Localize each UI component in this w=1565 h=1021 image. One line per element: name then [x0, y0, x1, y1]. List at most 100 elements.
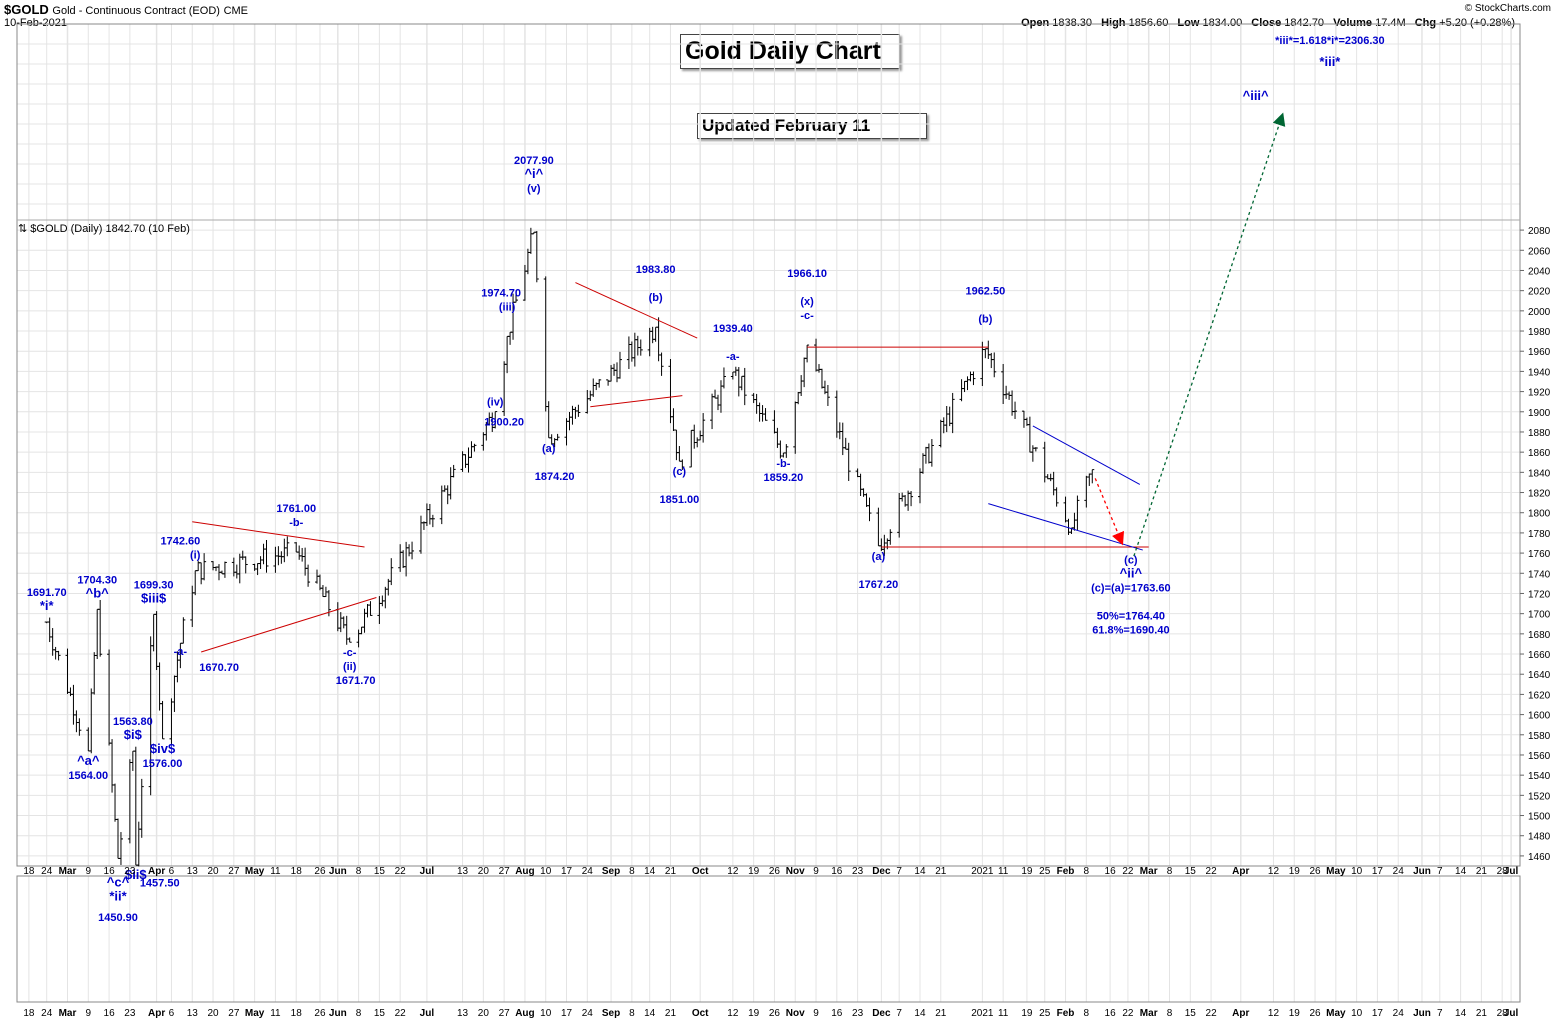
- symbol-description: Gold - Continuous Contract (EOD): [52, 5, 220, 17]
- trendline-red: [192, 521, 365, 548]
- wave-label: 1691.70: [27, 587, 67, 599]
- x-tick-label: 7: [1437, 866, 1443, 877]
- main-panel-frame: [16, 23, 1521, 867]
- wave-label: 1670.70: [199, 662, 239, 674]
- wave-label: $i$: [124, 727, 143, 742]
- x-tick-label: Mar: [59, 1008, 77, 1019]
- wave-label: (b): [978, 314, 992, 326]
- y-tick-label: 1820: [1528, 489, 1551, 500]
- x-tick-label: 2021: [971, 1008, 994, 1019]
- x-tick-label: May: [1326, 1008, 1346, 1019]
- y-tick-label: 2000: [1528, 307, 1551, 318]
- wave-label: (c)=(a)=1763.60: [1091, 582, 1171, 594]
- y-tick-label: 1460: [1528, 852, 1551, 863]
- wave-annotations: 1691.70*i* ^a^ 1564.00 1704.30^b^ 1563.80$i$…: [27, 35, 1385, 924]
- x-tick-label: Dec: [872, 1008, 891, 1019]
- wave-label: 1671.70: [336, 675, 376, 687]
- x-tick-label: 18: [291, 1008, 303, 1019]
- y-tick-label: 1640: [1528, 670, 1551, 681]
- wave-label: (b): [649, 292, 663, 304]
- x-tick-label: Jul: [1504, 866, 1519, 877]
- wave-label: $iv$: [150, 741, 176, 756]
- x-tick-label: 23: [852, 1008, 864, 1019]
- chart-axes: 1460148015001520154015601580160016201640…: [23, 226, 1550, 1019]
- x-tick-label: 16: [1105, 866, 1117, 877]
- x-tick-label: 12: [1268, 866, 1280, 877]
- wave-label: 1859.20: [763, 472, 803, 484]
- x-tick-label: 8: [1084, 866, 1090, 877]
- wave-label: (ii): [343, 661, 357, 673]
- wave-label: 1974.70: [481, 287, 521, 299]
- y-tick-label: 1900: [1528, 408, 1551, 419]
- x-tick-label: 19: [748, 866, 760, 877]
- x-tick-label: 15: [374, 866, 386, 877]
- chart-frames: [16, 23, 1521, 1003]
- wave-label: (c): [673, 466, 687, 478]
- x-tick-label: Jul: [1504, 1008, 1519, 1019]
- y-tick-label: 1600: [1528, 711, 1551, 722]
- x-tick-label: 27: [499, 1008, 511, 1019]
- x-tick-label: Apr: [148, 1008, 165, 1019]
- wave-label: (a): [872, 551, 886, 563]
- y-tick-label: 1700: [1528, 610, 1551, 621]
- ohlc-value-high: 1856.60: [1125, 17, 1172, 29]
- chart-title-box: Gold Daily Chart: [680, 34, 900, 69]
- x-tick-label: 22: [1122, 1008, 1134, 1019]
- x-tick-label: 24: [41, 866, 53, 877]
- x-tick-label: 9: [813, 1008, 819, 1019]
- x-tick-label: May: [245, 1008, 265, 1019]
- x-tick-label: 8: [629, 866, 635, 877]
- wave-label: 1761.00: [276, 503, 316, 515]
- x-tick-label: Jul: [420, 1008, 435, 1019]
- x-tick-label: 13: [457, 1008, 469, 1019]
- x-tick-label: 21: [1476, 866, 1488, 877]
- x-tick-label: 10: [540, 1008, 552, 1019]
- x-tick-label: 23: [852, 866, 864, 877]
- x-tick-label: 6: [169, 866, 175, 877]
- symbol-header: $GOLD Gold - Continuous Contract (EOD) C…: [4, 2, 248, 17]
- y-tick-label: 2040: [1528, 266, 1551, 277]
- x-tick-label: 19: [1021, 866, 1033, 877]
- y-tick-label: 1880: [1528, 428, 1551, 439]
- x-tick-label: 14: [914, 866, 926, 877]
- x-tick-label: Jul: [420, 866, 435, 877]
- x-tick-label: 21: [1476, 1008, 1488, 1019]
- wave-label: (a): [542, 443, 556, 455]
- wave-label: (i): [190, 550, 201, 562]
- x-tick-label: 27: [228, 1008, 240, 1019]
- y-tick-label: 1940: [1528, 367, 1551, 378]
- x-tick-label: Jun: [1413, 866, 1431, 877]
- x-tick-label: Jun: [329, 1008, 347, 1019]
- wave-label: $iii$: [141, 590, 167, 605]
- x-tick-label: 14: [644, 866, 656, 877]
- y-tick-label: 1540: [1528, 771, 1551, 782]
- x-tick-label: 16: [1105, 1008, 1117, 1019]
- ohlc-label-high: High: [1101, 17, 1126, 29]
- y-tick-label: 1960: [1528, 347, 1551, 358]
- x-tick-label: May: [1326, 866, 1346, 877]
- x-tick-label: Apr: [148, 866, 165, 877]
- x-tick-label: Mar: [1140, 866, 1158, 877]
- x-tick-label: 7: [896, 866, 902, 877]
- date-label: 10-Feb-2021: [4, 17, 67, 29]
- x-tick-label: 19: [1289, 1008, 1301, 1019]
- x-tick-label: 7: [1437, 1008, 1443, 1019]
- x-tick-label: 14: [1455, 1008, 1467, 1019]
- x-tick-label: 15: [1185, 1008, 1197, 1019]
- x-tick-label: Oct: [692, 866, 709, 877]
- x-tick-label: 22: [1206, 866, 1218, 877]
- x-tick-label: Feb: [1057, 1008, 1075, 1019]
- y-tick-label: 1680: [1528, 630, 1551, 641]
- updated-box: Updated February 11: [697, 113, 927, 139]
- wave-label: -c-: [800, 310, 814, 322]
- wave-label: 1966.10: [787, 268, 827, 280]
- wave-label: (v): [527, 183, 541, 195]
- wave-label: (iii): [499, 301, 516, 313]
- wave-label: 61.8%=1690.40: [1092, 624, 1169, 636]
- x-tick-label: 18: [23, 1008, 35, 1019]
- wave-label: -c-: [343, 647, 357, 659]
- x-tick-label: 24: [582, 866, 594, 877]
- wave-label: 1564.00: [68, 770, 108, 782]
- x-tick-label: 8: [629, 1008, 635, 1019]
- y-tick-label: 1800: [1528, 509, 1551, 520]
